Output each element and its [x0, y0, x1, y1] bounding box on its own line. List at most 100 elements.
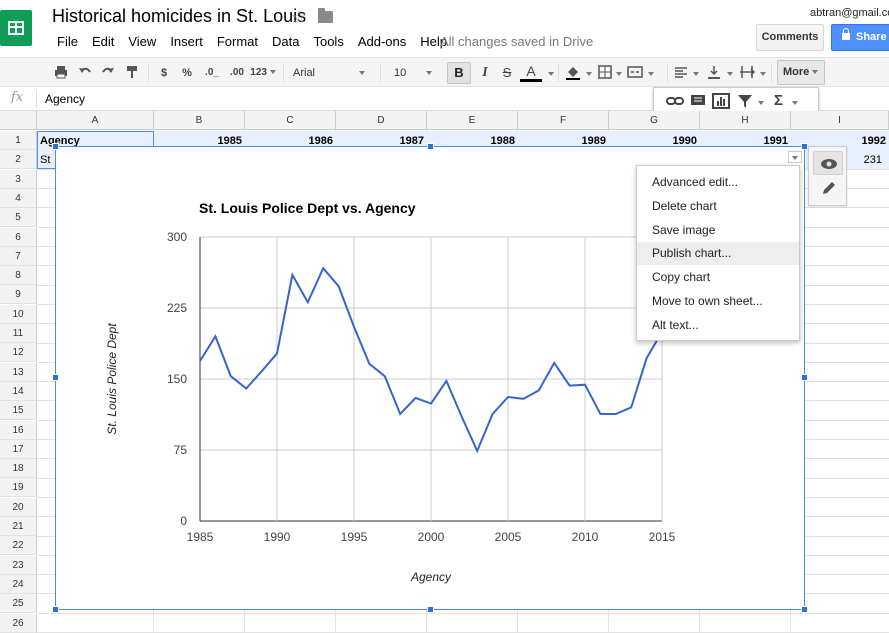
table-cell[interactable]: 1985: [217, 135, 242, 147]
resize-handle[interactable]: [801, 374, 808, 381]
chart-menu-button[interactable]: [788, 151, 802, 163]
comment-icon[interactable]: [690, 94, 706, 108]
resize-handle[interactable]: [427, 606, 434, 613]
table-cell[interactable]: 1992: [861, 135, 886, 147]
menu-format[interactable]: Format: [216, 34, 258, 49]
italic-button[interactable]: I: [482, 65, 488, 80]
chevron-down-icon[interactable]: [727, 72, 733, 76]
select-all-corner[interactable]: [0, 111, 37, 130]
row-header[interactable]: 25: [0, 594, 37, 614]
column-header[interactable]: E: [427, 111, 518, 130]
insert-chart-icon[interactable]: [712, 93, 730, 109]
row-header[interactable]: 4: [0, 188, 37, 208]
menu-addons[interactable]: Add-ons: [357, 34, 407, 49]
bold-button[interactable]: B: [447, 62, 471, 84]
link-icon[interactable]: [666, 94, 684, 108]
fill-color-icon[interactable]: [564, 64, 582, 84]
row-header[interactable]: 8: [0, 266, 37, 286]
row-header[interactable]: 1: [0, 131, 37, 150]
column-header[interactable]: A: [37, 111, 154, 130]
text-wrap-icon[interactable]: [738, 64, 756, 84]
column-header[interactable]: C: [245, 111, 336, 130]
paint-format-icon[interactable]: [124, 64, 140, 84]
embedded-chart[interactable]: 0 75 150 225 300 1985 1990 1995 2000 2005 2010 2015…: [52, 143, 808, 613]
row-header[interactable]: 22: [0, 536, 37, 556]
row-header[interactable]: 2: [0, 150, 37, 170]
menu-item-alt-text[interactable]: Alt text...: [652, 318, 699, 332]
sheets-logo-icon[interactable]: [0, 10, 32, 46]
chevron-down-icon[interactable]: [758, 101, 764, 105]
document-title[interactable]: Historical homicides in St. Louis: [52, 6, 307, 26]
chevron-down-icon[interactable]: [586, 72, 592, 76]
filter-icon[interactable]: [737, 93, 753, 109]
comments-button[interactable]: Comments: [756, 24, 824, 51]
row-header[interactable]: 18: [0, 459, 37, 479]
row-header[interactable]: 24: [0, 574, 37, 594]
row-header[interactable]: 15: [0, 401, 37, 421]
row-header[interactable]: 11: [0, 324, 37, 343]
decrease-decimal-button[interactable]: .0_: [205, 67, 219, 78]
currency-format-button[interactable]: $: [160, 67, 168, 79]
align-left-icon[interactable]: [673, 64, 689, 84]
menu-insert[interactable]: Insert: [170, 34, 203, 49]
row-header[interactable]: 14: [0, 381, 37, 401]
vertical-align-icon[interactable]: [706, 64, 722, 84]
menu-item-copy-chart[interactable]: Copy chart: [652, 270, 711, 284]
table-cell[interactable]: 1991: [763, 135, 788, 147]
percent-format-button[interactable]: %: [182, 67, 192, 79]
merge-cells-icon[interactable]: [626, 64, 644, 84]
menu-view[interactable]: View: [128, 34, 157, 49]
table-cell[interactable]: Agency: [40, 135, 80, 147]
folder-icon[interactable]: [318, 8, 333, 23]
row-header[interactable]: 7: [0, 246, 37, 266]
preview-button[interactable]: [813, 151, 843, 175]
menu-item-save-image[interactable]: Save image: [652, 223, 716, 237]
menu-item-move-to-own-sheet[interactable]: Move to own sheet...: [652, 294, 763, 308]
print-icon[interactable]: [53, 64, 69, 84]
column-header[interactable]: B: [154, 111, 245, 130]
chevron-down-icon[interactable]: [792, 101, 798, 105]
table-cell[interactable]: 231: [863, 154, 882, 166]
table-cell[interactable]: 1990: [672, 135, 697, 147]
resize-handle[interactable]: [52, 606, 59, 613]
row-header[interactable]: 13: [0, 362, 37, 382]
share-button[interactable]: Share: [831, 24, 889, 51]
row-header[interactable]: 10: [0, 304, 37, 324]
chevron-down-icon[interactable]: [693, 72, 699, 76]
menu-file[interactable]: File: [57, 34, 78, 49]
undo-icon[interactable]: [77, 64, 93, 84]
functions-icon[interactable]: Σ: [774, 92, 784, 109]
row-header[interactable]: 6: [0, 227, 37, 247]
table-cell[interactable]: 1987: [399, 135, 424, 147]
menu-item-delete-chart[interactable]: Delete chart: [652, 199, 717, 213]
borders-icon[interactable]: [597, 64, 613, 84]
font-size-dropdown[interactable]: 10: [390, 62, 440, 84]
column-header[interactable]: G: [609, 111, 700, 130]
row-header[interactable]: 20: [0, 497, 37, 517]
row-header[interactable]: 16: [0, 420, 37, 440]
star-icon[interactable]: ☆: [291, 7, 308, 27]
chevron-down-icon[interactable]: [616, 72, 622, 76]
font-family-dropdown[interactable]: Arial: [289, 62, 371, 84]
menu-help[interactable]: Help: [420, 34, 447, 49]
increase-decimal-button[interactable]: .00: [230, 67, 244, 78]
table-cell[interactable]: 1989: [581, 135, 606, 147]
more-button[interactable]: More: [777, 60, 825, 85]
column-header[interactable]: H: [700, 111, 791, 130]
row-header[interactable]: 26: [0, 613, 37, 633]
resize-handle[interactable]: [801, 606, 808, 613]
table-cell[interactable]: 1988: [490, 135, 515, 147]
row-header[interactable]: 3: [0, 169, 37, 189]
number-format-dropdown[interactable]: 123: [250, 63, 276, 83]
edit-button[interactable]: [813, 177, 843, 201]
row-header[interactable]: 23: [0, 555, 37, 575]
menu-data[interactable]: Data: [272, 34, 300, 49]
text-color-button[interactable]: A: [520, 63, 542, 82]
chevron-down-icon[interactable]: [548, 72, 554, 76]
row-header[interactable]: 12: [0, 343, 37, 363]
row-header[interactable]: 5: [0, 208, 37, 228]
table-cell[interactable]: St: [40, 154, 51, 166]
column-header[interactable]: F: [518, 111, 609, 130]
resize-handle[interactable]: [801, 143, 808, 150]
strikethrough-button[interactable]: S: [502, 65, 512, 80]
